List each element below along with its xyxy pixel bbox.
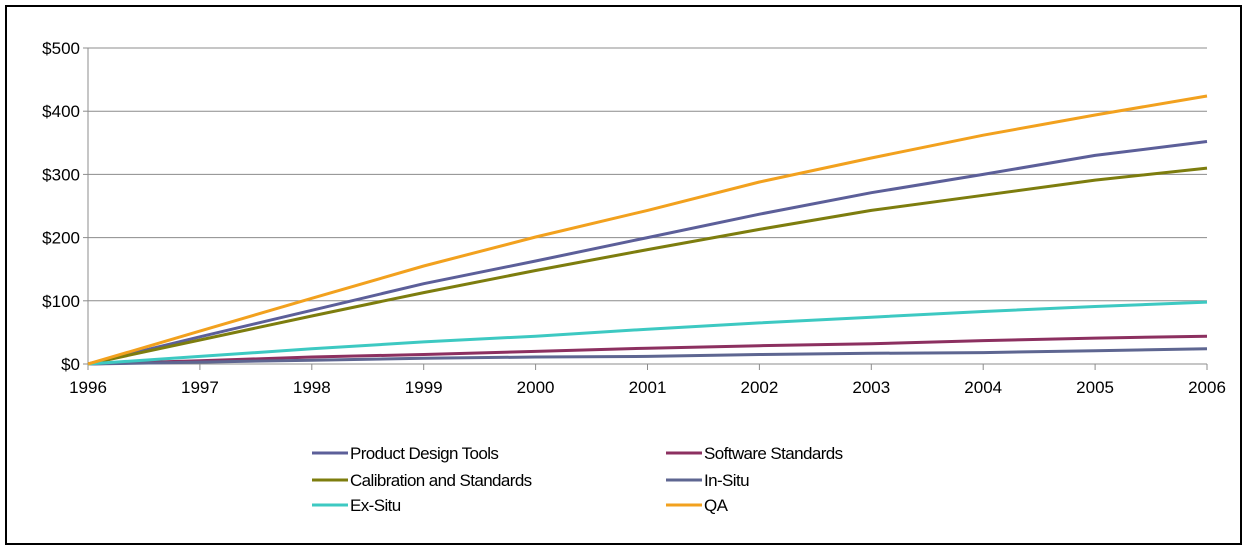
y-tick-label: $300 (42, 165, 80, 184)
legend-label: Ex-Situ (350, 496, 401, 515)
x-tick-label: 2004 (964, 378, 1002, 397)
y-tick-label: $400 (42, 102, 80, 121)
x-tick-label: 1998 (293, 378, 331, 397)
x-tick-label: 2002 (740, 378, 778, 397)
series-line (87, 94, 1208, 366)
chart-frame (5, 5, 1242, 545)
legend-label: Product Design Tools (350, 444, 498, 463)
series-line (87, 140, 1208, 366)
x-tick-label: 2006 (1188, 378, 1226, 397)
x-tick-label: 2000 (517, 378, 555, 397)
y-tick-label: $500 (42, 39, 80, 58)
x-tick-label: 1996 (69, 378, 107, 397)
series-lines (87, 94, 1208, 366)
y-tick-label: $0 (61, 355, 80, 374)
x-tick-label: 1999 (405, 378, 443, 397)
axes (83, 47, 1208, 370)
x-tick-label: 2005 (1076, 378, 1114, 397)
legend-label: QA (704, 496, 729, 515)
x-tick-label: 2001 (629, 378, 667, 397)
legend-label: In-Situ (704, 471, 749, 490)
y-tick-label: $200 (42, 229, 80, 248)
series-line (87, 347, 1208, 366)
x-tick-label: 1997 (181, 378, 219, 397)
legend-label: Software Standards (704, 444, 843, 463)
x-tick-label: 2003 (852, 378, 890, 397)
series-line (87, 334, 1208, 366)
gridlines (88, 47, 1207, 302)
x-tick-labels: 1996 1997 1998 1999 2000 2001 2002 2003 2004 2005… (69, 378, 1226, 397)
legend: Product Design Tools Software Standards Ca… (312, 444, 843, 515)
y-tick-label: $100 (42, 292, 80, 311)
y-tick-labels: $0 $100 $200 $300 $400 $500 (42, 39, 80, 374)
series-line (87, 166, 1208, 366)
legend-label: Calibration and Standards (350, 471, 532, 490)
series-line (87, 300, 1208, 366)
